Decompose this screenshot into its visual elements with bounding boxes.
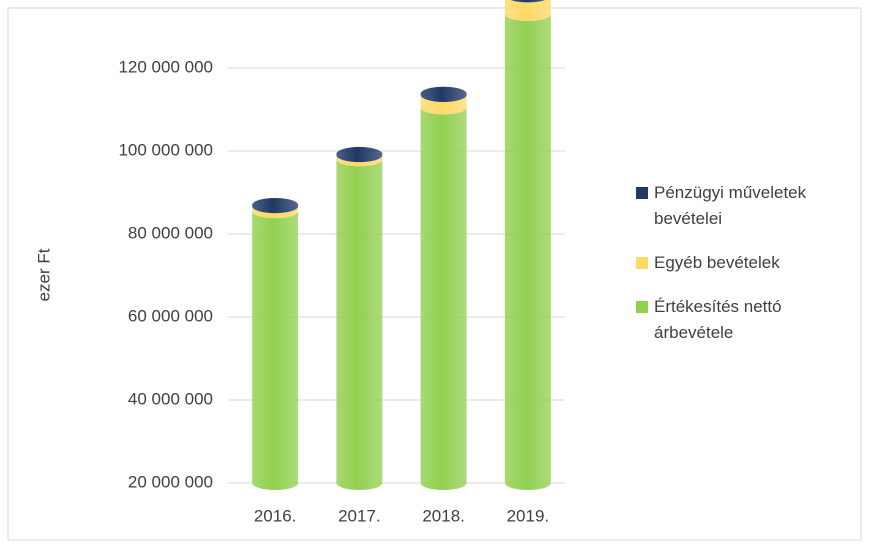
y-tick-label: 20 000 000 xyxy=(128,472,213,491)
bar-segment xyxy=(336,146,383,163)
bar-segment xyxy=(420,107,467,491)
y-axis-label: ezer Ft xyxy=(34,248,53,301)
bar-segment xyxy=(252,197,299,214)
y-tick-label: 100 000 000 xyxy=(118,140,213,159)
y-tick-label: 80 000 000 xyxy=(128,223,213,242)
legend-swatch xyxy=(636,187,648,199)
legend-item: Pénzügyi műveletek bevételei xyxy=(636,180,866,232)
bar-segment xyxy=(252,211,299,491)
legend-swatch xyxy=(636,301,648,313)
bar-segment xyxy=(252,206,299,219)
bar-segment xyxy=(504,0,551,22)
x-tick-label: 2019. xyxy=(507,506,550,525)
chart-border xyxy=(7,7,862,541)
bar-segment xyxy=(420,86,467,102)
legend-item: Egyéb bevételek xyxy=(636,250,866,276)
bar-segment xyxy=(504,14,551,491)
legend-label: Értékesítés nettó árbevétele xyxy=(654,297,782,342)
x-tick-label: 2016. xyxy=(254,506,297,525)
bar-segment xyxy=(420,94,467,115)
x-tick-label: 2017. xyxy=(338,506,381,525)
legend-label: Pénzügyi műveletek bevételei xyxy=(654,183,807,228)
x-tick-label: 2018. xyxy=(422,506,465,525)
legend: Pénzügyi műveletek bevételei Egyéb bevéte… xyxy=(636,180,866,364)
y-tick-label: 40 000 000 xyxy=(128,389,213,408)
legend-swatch xyxy=(636,257,648,269)
bar-segment xyxy=(336,155,383,167)
legend-item: Értékesítés nettó árbevétele xyxy=(636,294,866,346)
bar-segment xyxy=(336,159,383,491)
y-tick-label: 120 000 000 xyxy=(118,57,213,76)
bar-segment xyxy=(510,0,546,3)
y-tick-label: 60 000 000 xyxy=(128,306,213,325)
legend-label: Egyéb bevételek xyxy=(654,253,780,272)
